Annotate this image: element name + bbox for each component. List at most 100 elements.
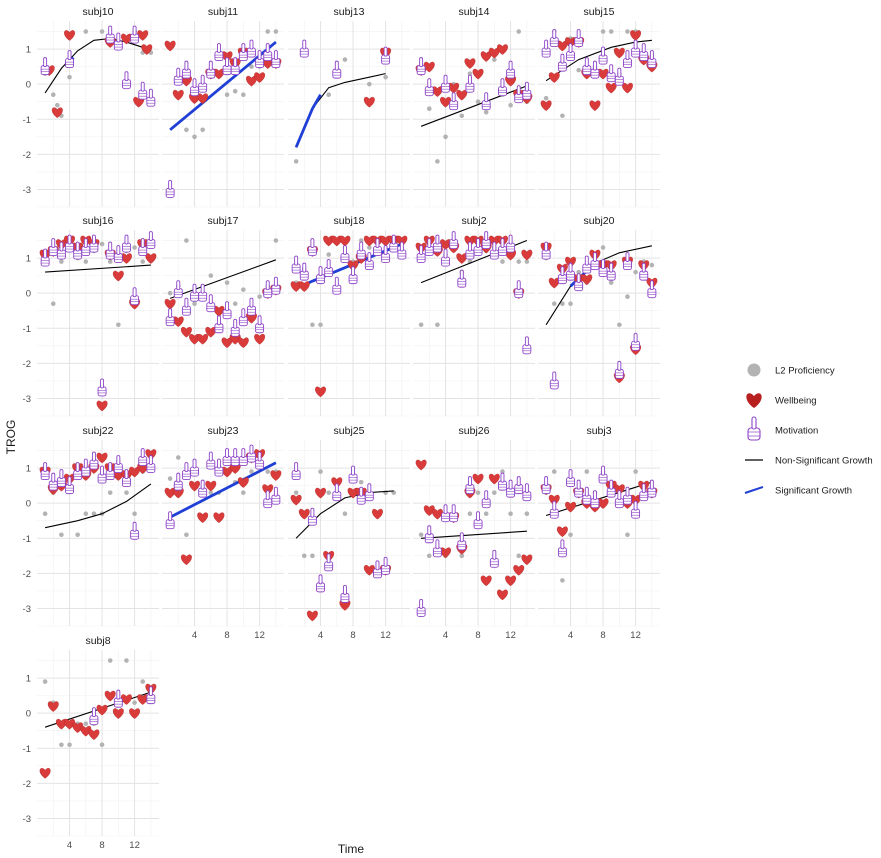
proficiency-point <box>459 113 465 119</box>
proficiency-point <box>617 322 622 328</box>
panel-subj11: subj11 <box>162 6 284 208</box>
proficiency-point <box>184 238 189 243</box>
wellbeing-point <box>605 82 617 94</box>
panel-title: subj26 <box>459 425 490 437</box>
legend-label: L2 Proficiency <box>775 366 835 377</box>
motivation-point <box>381 46 391 65</box>
wellbeing-point <box>270 470 282 481</box>
proficiency-point <box>426 553 432 559</box>
proficiency-point <box>184 532 189 538</box>
motivation-point <box>173 472 183 491</box>
motivation-point <box>465 476 475 495</box>
y-tick-label: -1 <box>23 744 31 755</box>
proficiency-point <box>358 238 364 243</box>
proficiency-point <box>132 245 137 250</box>
motivation-point <box>557 266 567 285</box>
y-tick-label: -1 <box>23 115 31 126</box>
wellbeing-point <box>497 589 508 601</box>
growth-curve <box>45 264 151 273</box>
panel-subj16: subj16 -3 -2 -1 0 1 <box>23 215 159 417</box>
wellbeing-point <box>513 565 525 576</box>
panel-background <box>37 650 159 836</box>
wellbeing-point <box>298 281 310 292</box>
motivation-point <box>307 507 317 526</box>
motivation-point <box>181 297 191 316</box>
motivation-point <box>65 50 74 69</box>
proficiency-point <box>475 99 481 105</box>
motivation-point <box>473 511 483 530</box>
wellbeing-point <box>622 82 633 94</box>
circle-icon <box>747 363 761 377</box>
motivation-point <box>465 241 475 260</box>
proficiency-point <box>83 259 89 264</box>
proficiency-point <box>508 511 513 516</box>
proficiency-point <box>83 511 89 516</box>
wellbeing-point <box>480 575 492 587</box>
growth-curve <box>420 85 528 127</box>
y-tick-label: -1 <box>23 324 31 335</box>
proficiency-point <box>318 322 323 328</box>
motivation-point <box>40 248 50 267</box>
proficiency-point <box>475 490 481 495</box>
proficiency-point <box>483 109 489 115</box>
x-tick-label: 4 <box>443 630 448 641</box>
panel-grid: subj10 -3 -2 -1 0 1 subj11 subj13 subj14 subj15 su… <box>23 6 660 851</box>
proficiency-point <box>59 532 64 538</box>
proficiency-point <box>418 322 424 328</box>
wellbeing-point <box>197 333 209 345</box>
motivation-point <box>122 469 131 488</box>
proficiency-point <box>467 511 473 516</box>
proficiency-point <box>224 280 230 285</box>
proficiency-point <box>124 658 129 663</box>
proficiency-point <box>42 679 48 684</box>
proficiency-point <box>625 29 630 34</box>
proficiency-point <box>516 259 522 264</box>
proficiency-point <box>600 29 606 34</box>
motivation-point <box>222 448 232 466</box>
motivation-point <box>146 455 156 474</box>
panel-title: subj10 <box>83 6 114 18</box>
motivation-point <box>190 78 199 97</box>
y-tick-label: 0 <box>26 80 31 91</box>
proficiency-point <box>560 113 565 119</box>
x-tick-label: 12 <box>630 630 641 641</box>
motivation-point <box>481 231 491 249</box>
motivation-point <box>206 451 216 470</box>
motivation-point <box>639 262 649 281</box>
y-tick-label: -2 <box>23 779 31 790</box>
wellbeing-point <box>96 400 108 412</box>
wellbeing-point <box>347 260 359 271</box>
wellbeing-point <box>488 473 500 485</box>
motivation-point <box>299 262 309 281</box>
motivation-point <box>473 238 483 256</box>
wellbeing-point <box>237 337 249 349</box>
wellbeing-point <box>96 452 108 464</box>
proficiency-point <box>83 721 89 726</box>
proficiency-point <box>435 159 440 164</box>
proficiency-point <box>200 127 205 133</box>
motivation-point <box>238 308 248 327</box>
hand-icon <box>747 416 761 441</box>
proficiency-point <box>560 578 565 583</box>
motivation-point <box>541 39 551 58</box>
motivation-point <box>247 444 256 463</box>
motivation-point <box>416 599 426 617</box>
motivation-point <box>56 241 66 260</box>
motivation-point <box>40 57 50 76</box>
proficiency-point <box>50 301 56 306</box>
proficiency-point <box>192 134 197 140</box>
motivation-point <box>416 57 426 76</box>
motivation-point <box>506 234 516 253</box>
panel-title: subj15 <box>584 6 615 18</box>
proficiency-point <box>551 301 557 306</box>
motivation-point <box>332 276 342 295</box>
motivation-point <box>181 60 191 79</box>
motivation-point <box>441 248 450 267</box>
motivation-point <box>590 490 600 509</box>
panel-subj13: subj13 <box>288 6 410 208</box>
panel-title: subj3 <box>586 425 611 437</box>
proficiency-point <box>500 259 505 264</box>
wellbeing-point <box>181 326 192 338</box>
motivation-point <box>340 245 350 264</box>
panel-title: subj22 <box>83 425 114 437</box>
